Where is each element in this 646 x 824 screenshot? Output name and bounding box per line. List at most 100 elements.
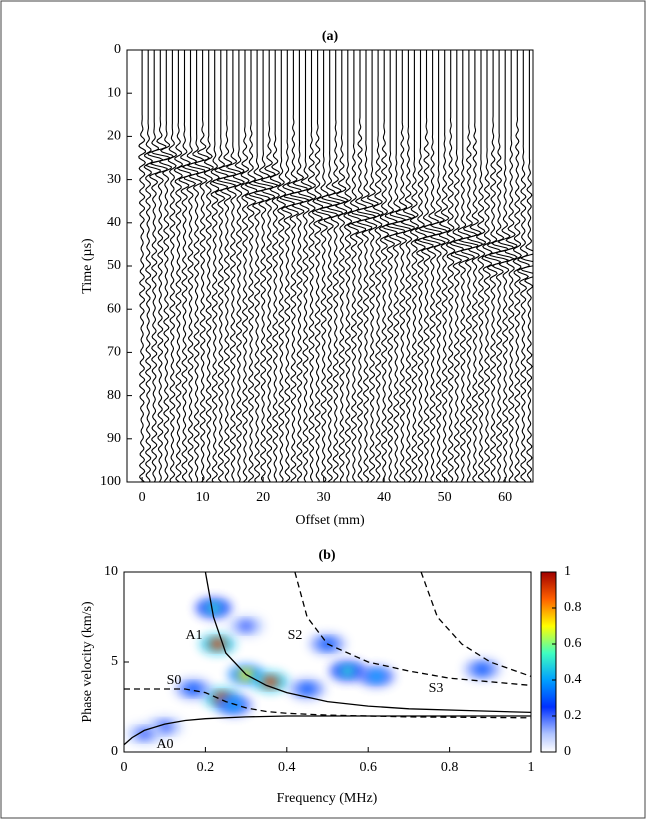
colorbar-tick-label: 1	[564, 564, 571, 579]
trace	[381, 50, 399, 482]
trace	[363, 50, 382, 482]
x-tick-label: 40	[377, 490, 391, 505]
y-tick-label: 90	[107, 431, 121, 446]
trace	[475, 50, 487, 482]
trace	[414, 50, 428, 482]
dispersion-curve	[294, 572, 531, 687]
trace	[143, 50, 154, 482]
trace	[240, 50, 250, 482]
dispersion-curve	[124, 715, 531, 746]
trace	[516, 50, 530, 482]
colorbar-tick-label: 0	[564, 744, 571, 759]
hotspot	[225, 700, 242, 711]
hotspot	[156, 721, 173, 732]
trace	[495, 50, 515, 482]
x-tick-label: 1	[528, 760, 535, 775]
trace	[430, 50, 449, 482]
trace	[484, 50, 502, 482]
trace	[318, 50, 340, 482]
trace	[449, 50, 465, 482]
hotspot	[238, 621, 255, 631]
dispersion-curve	[124, 688, 531, 719]
trace	[159, 50, 175, 482]
trace	[279, 50, 296, 482]
x-tick-label: 0.4	[278, 760, 296, 775]
y-tick-label: 0	[114, 42, 121, 57]
trace	[512, 50, 523, 482]
y-tick-label: 60	[107, 301, 121, 316]
y-tick-label: 20	[107, 129, 121, 144]
trace	[334, 50, 349, 482]
y-tick-label: 5	[111, 654, 118, 669]
trace	[391, 50, 412, 482]
x-tick-label: 30	[317, 490, 331, 505]
hotspot	[205, 603, 222, 613]
curve-label: S3	[429, 681, 444, 696]
trace	[400, 50, 416, 482]
trace	[276, 50, 287, 482]
trace	[519, 50, 533, 482]
trace	[325, 50, 346, 482]
curve-label: A1	[185, 628, 202, 643]
trace	[489, 50, 510, 482]
trace	[378, 50, 390, 482]
y-tick-label: 40	[107, 215, 121, 230]
trace	[203, 50, 214, 482]
trace	[269, 50, 282, 482]
trace	[355, 50, 378, 482]
trace	[209, 50, 220, 482]
trace	[343, 50, 353, 482]
trace	[385, 50, 407, 482]
dispersion-curve	[204, 572, 531, 714]
trace	[194, 50, 211, 482]
trace	[232, 50, 246, 482]
y-tick-label: 100	[100, 474, 121, 489]
y-tick-label: 80	[107, 388, 121, 403]
y-tick-label: 10	[104, 564, 118, 579]
y-label-a: Time (µs)	[80, 238, 95, 294]
x-tick-label: 10	[196, 490, 210, 505]
trace	[181, 50, 200, 482]
hotspot	[339, 666, 356, 676]
trace	[452, 50, 473, 482]
trace	[173, 50, 184, 482]
heatmap	[126, 598, 501, 744]
colorbar-tick-label: 0.6	[564, 636, 582, 651]
trace	[248, 50, 267, 482]
trace	[422, 50, 444, 482]
trace	[481, 50, 493, 482]
trace	[297, 50, 314, 482]
trace	[458, 50, 479, 482]
colorbar-tick-label: 0.4	[564, 672, 582, 687]
curve-label: S2	[288, 628, 303, 643]
trace	[467, 50, 483, 482]
trace	[138, 50, 147, 482]
trace	[350, 50, 371, 482]
x-tick-label: 60	[498, 490, 512, 505]
trace	[409, 50, 419, 482]
trace	[260, 50, 278, 482]
trace	[372, 50, 384, 482]
trace	[186, 50, 206, 482]
trace	[167, 50, 178, 482]
curves	[124, 572, 531, 746]
x-tick-label: 50	[438, 490, 452, 505]
trace	[253, 50, 274, 482]
hotspot	[299, 684, 316, 694]
colorbar-tick-label: 0.2	[564, 708, 582, 723]
x-tick-label: 0	[139, 490, 146, 505]
trace	[504, 50, 518, 482]
trace	[306, 50, 317, 482]
title-a: (a)	[322, 29, 339, 44]
colorbar	[540, 571, 557, 753]
y-tick-label: 10	[107, 85, 121, 100]
trace	[223, 50, 243, 482]
title-b: (b)	[318, 548, 335, 563]
hotspot	[136, 729, 153, 739]
x-tick-label: 20	[256, 490, 270, 505]
x-tick-label: 0	[121, 760, 128, 775]
x-tick-label: 0.8	[441, 760, 459, 775]
trace	[212, 50, 230, 482]
y-label-b: Phase velocity (km/s)	[80, 601, 95, 723]
trace	[445, 50, 456, 482]
